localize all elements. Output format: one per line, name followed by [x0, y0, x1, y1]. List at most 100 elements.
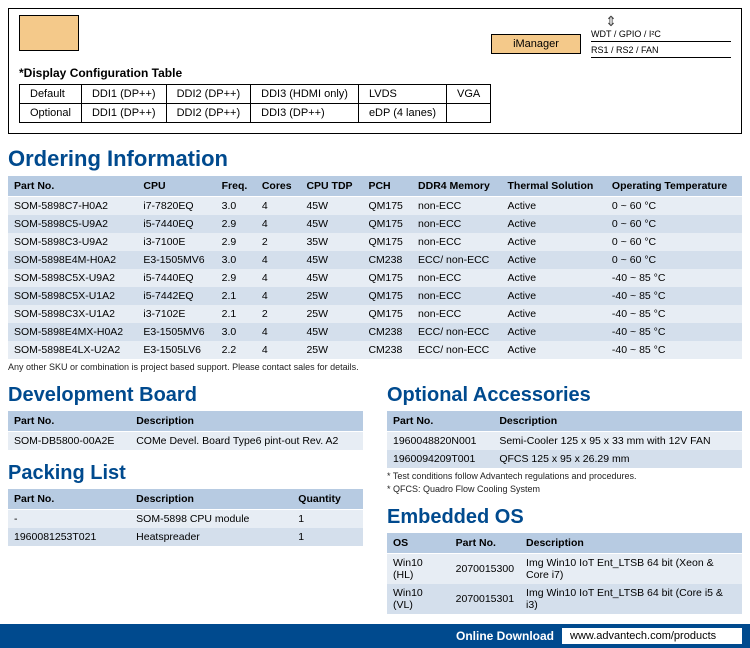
embedded-header: Description [520, 533, 742, 554]
ordering-cell: 2.1 [216, 305, 256, 323]
ordering-cell: 2.9 [216, 215, 256, 233]
ordering-cell: ECC/ non-ECC [412, 341, 501, 359]
ordering-cell: Active [502, 269, 606, 287]
ordering-row: SOM-5898C7-H0A2i7-7820EQ3.0445WQM175non-… [8, 197, 742, 216]
ordering-cell: SOM-5898E4LX-U2A2 [8, 341, 137, 359]
embedded-row: Win10 (HL)2070015300Img Win10 IoT Ent_LT… [387, 554, 742, 585]
download-url[interactable]: www.advantech.com/products [562, 628, 742, 644]
accessories-row: 1960048820N001Semi-Cooler 125 x 95 x 33 … [387, 432, 742, 451]
ordering-cell: 4 [256, 269, 301, 287]
display-config-cell: DDI2 (DP++) [166, 85, 251, 104]
ordering-cell: QM175 [362, 233, 412, 251]
ordering-cell: 4 [256, 287, 301, 305]
packing-row: 1960081253T021Heatspreader1 [8, 528, 363, 546]
ordering-cell: Active [502, 215, 606, 233]
display-config-cell: DDI1 (DP++) [81, 104, 166, 123]
ordering-header: Freq. [216, 176, 256, 197]
ordering-table: Part No.CPUFreq.CoresCPU TDPPCHDDR4 Memo… [8, 176, 742, 359]
ordering-cell: Active [502, 197, 606, 216]
ordering-cell: i5-7440EQ [137, 215, 215, 233]
accessories-heading: Optional Accessories [387, 384, 742, 407]
top-diagram-box: ⇕ iManager WDT / GPIO / I²C RS1 / RS2 / … [8, 8, 742, 134]
embedded-cell: 2070015300 [450, 554, 520, 585]
ordering-cell: 0 ~ 60 °C [606, 197, 742, 216]
ordering-cell: 4 [256, 251, 301, 269]
display-config-cell: DDI1 (DP++) [81, 85, 166, 104]
ordering-cell: 35W [300, 233, 362, 251]
ordering-cell: 25W [300, 287, 362, 305]
packing-header: Quantity [292, 489, 363, 510]
embedded-header: Part No. [450, 533, 520, 554]
ordering-cell: 2.1 [216, 287, 256, 305]
accessories-cell: 1960094209T001 [387, 450, 493, 468]
ordering-cell: 3.0 [216, 251, 256, 269]
packing-row: -SOM-5898 CPU module1 [8, 510, 363, 529]
ordering-cell: i3-7102E [137, 305, 215, 323]
ordering-header: Cores [256, 176, 301, 197]
ordering-cell: i3-7100E [137, 233, 215, 251]
ordering-row: SOM-5898C5X-U9A2i5-7440EQ2.9445WQM175non… [8, 269, 742, 287]
devboard-header: Description [130, 411, 363, 432]
packing-cell: 1 [292, 528, 363, 546]
accessories-header: Part No. [387, 411, 493, 432]
ordering-cell: SOM-5898C5X-U1A2 [8, 287, 137, 305]
accessories-footnote: * QFCS: Quadro Flow Cooling System [387, 484, 742, 494]
ordering-cell: E3-1505LV6 [137, 341, 215, 359]
ordering-row: SOM-5898E4MX-H0A2E3-1505MV63.0445WCM238E… [8, 323, 742, 341]
ordering-cell: -40 ~ 85 °C [606, 287, 742, 305]
embedded-row: Win10 (VL)2070015301Img Win10 IoT Ent_LT… [387, 584, 742, 614]
ordering-cell: 4 [256, 323, 301, 341]
accessories-cell: 1960048820N001 [387, 432, 493, 451]
ordering-cell: Active [502, 341, 606, 359]
display-config-caption: *Display Configuration Table [19, 66, 731, 80]
embedded-cell: Img Win10 IoT Ent_LTSB 64 bit (Core i5 &… [520, 584, 742, 614]
accessories-table: Part No.Description 1960048820N001Semi-C… [387, 411, 742, 468]
display-config-row: OptionalDDI1 (DP++)DDI2 (DP++)DDI3 (DP++… [20, 104, 491, 123]
ordering-cell: 2.2 [216, 341, 256, 359]
ordering-cell: ECC/ non-ECC [412, 323, 501, 341]
ordering-cell: 4 [256, 215, 301, 233]
ordering-cell: 45W [300, 269, 362, 287]
display-config-cell: VGA [447, 85, 491, 104]
devboard-table: Part No.Description SOM-DB5800-00A2ECOMe… [8, 411, 363, 450]
embedded-cell: Win10 (VL) [387, 584, 450, 614]
ordering-cell: -40 ~ 85 °C [606, 269, 742, 287]
ordering-cell: -40 ~ 85 °C [606, 305, 742, 323]
download-bar: Online Download www.advantech.com/produc… [0, 624, 750, 648]
embedded-cell: Win10 (HL) [387, 554, 450, 585]
embedded-heading: Embedded OS [387, 506, 742, 529]
display-config-cell: Optional [20, 104, 82, 123]
display-config-cell: Default [20, 85, 82, 104]
embedded-cell: 2070015301 [450, 584, 520, 614]
ordering-header: PCH [362, 176, 412, 197]
embedded-header: OS [387, 533, 450, 554]
ordering-cell: Active [502, 233, 606, 251]
ordering-cell: 0 ~ 60 °C [606, 215, 742, 233]
packing-header: Part No. [8, 489, 130, 510]
ordering-cell: 3.0 [216, 197, 256, 216]
display-config-cell: DDI3 (HDMI only) [251, 85, 359, 104]
display-config-row: DefaultDDI1 (DP++)DDI2 (DP++)DDI3 (HDMI … [20, 85, 491, 104]
display-config-cell: DDI3 (DP++) [251, 104, 359, 123]
packing-cell: Heatspreader [130, 528, 292, 546]
ordering-cell: non-ECC [412, 215, 501, 233]
ordering-cell: QM175 [362, 215, 412, 233]
diagram-box-left [19, 15, 79, 51]
ordering-cell: ECC/ non-ECC [412, 251, 501, 269]
devboard-heading: Development Board [8, 384, 363, 407]
ordering-header: CPU TDP [300, 176, 362, 197]
download-label: Online Download [456, 629, 554, 643]
ordering-cell: 2 [256, 305, 301, 323]
diagram-arrow-icon: ⇕ [491, 15, 731, 27]
ordering-header: Part No. [8, 176, 137, 197]
ordering-cell: non-ECC [412, 197, 501, 216]
ordering-cell: E3-1505MV6 [137, 323, 215, 341]
packing-table: Part No.DescriptionQuantity -SOM-5898 CP… [8, 489, 363, 546]
ordering-cell: 25W [300, 305, 362, 323]
ordering-cell: 45W [300, 251, 362, 269]
ordering-cell: -40 ~ 85 °C [606, 341, 742, 359]
ordering-cell: CM238 [362, 341, 412, 359]
ordering-cell: non-ECC [412, 305, 501, 323]
ordering-cell: i5-7440EQ [137, 269, 215, 287]
ordering-cell: SOM-5898C5X-U9A2 [8, 269, 137, 287]
